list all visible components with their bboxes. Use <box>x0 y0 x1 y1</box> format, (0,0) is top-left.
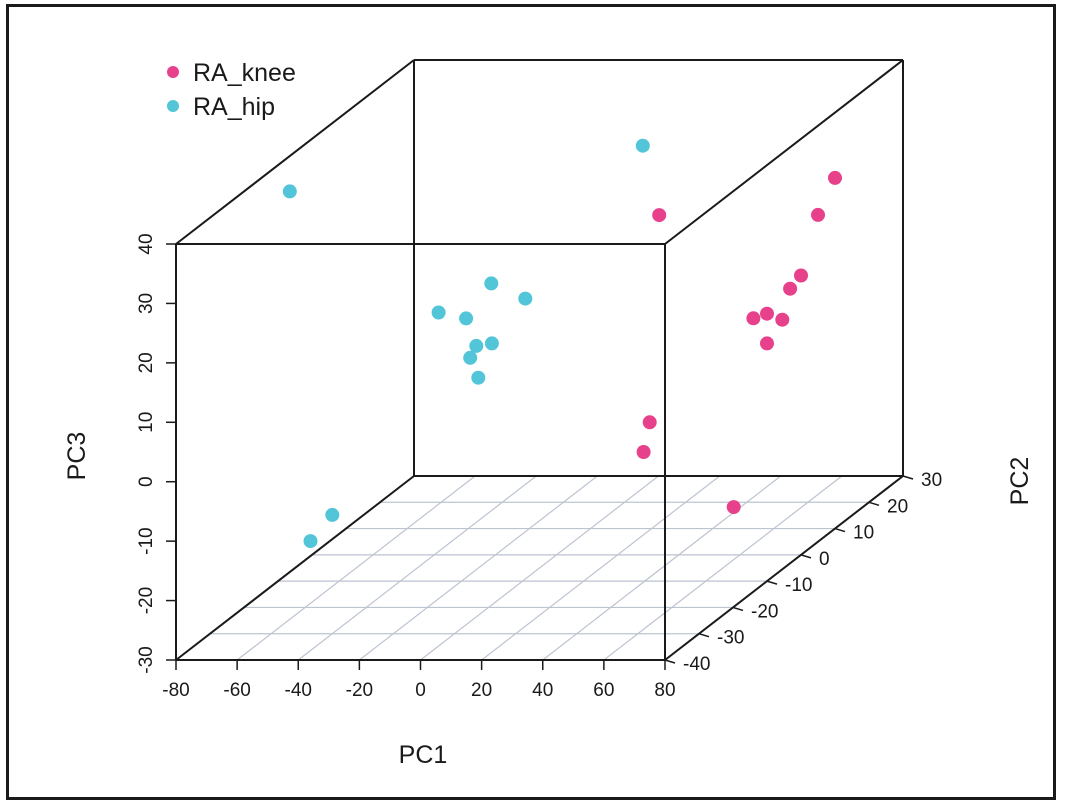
z-tick-label: 40 <box>136 233 157 254</box>
data-point-ra-knee <box>760 336 774 351</box>
floor-gridline-x <box>420 475 659 661</box>
data-point-ra-hip <box>303 534 318 549</box>
data-point-ra-hip <box>484 336 499 351</box>
legend-marker-ra-hip <box>167 100 179 112</box>
data-point-ra-hip <box>282 184 297 199</box>
box-edge <box>175 59 415 245</box>
legend-label-ra-knee: RA_knee <box>193 59 296 87</box>
y-tick-label: -20 <box>751 601 778 622</box>
y-tick-label: 0 <box>819 549 830 570</box>
data-point-ra-knee <box>828 170 842 185</box>
data-point-ra-hip <box>459 311 474 326</box>
y-tick-label: 20 <box>887 496 908 517</box>
floor-grid <box>210 475 869 661</box>
legend: RA_knee RA_hip <box>167 59 296 121</box>
y-tick-label: -40 <box>683 654 710 675</box>
y-tick-label: 30 <box>921 470 942 491</box>
floor-gridline-x <box>542 475 782 661</box>
data-point-ra-hip <box>463 350 478 365</box>
floor-gridline-x <box>236 475 476 661</box>
z-tick-label: -20 <box>136 587 157 614</box>
data-point-ra-knee <box>652 208 667 223</box>
data-point-ra-knee <box>636 445 651 459</box>
box-edge <box>664 475 904 661</box>
data-point-ra-hip <box>484 276 499 291</box>
y-tick-mark <box>664 659 676 664</box>
legend-marker-ra-knee <box>167 66 179 78</box>
z-tick-label: -10 <box>136 527 157 554</box>
y-tick-label: -30 <box>717 628 744 649</box>
chart-frame: -80 -60 -40 -20 0 20 40 60 80 -30 -20 -10 0 10 20 30 40 -… <box>6 4 1056 800</box>
data-point-ra-hip <box>471 370 486 385</box>
floor-gridline-x <box>297 475 537 661</box>
y-tick-mark <box>834 527 846 533</box>
legend-label-ra-hip: RA_hip <box>193 93 275 121</box>
x-axis-label: PC1 <box>399 741 448 769</box>
data-points <box>282 138 842 549</box>
data-point-ra-hip <box>325 507 340 522</box>
y-axis-label: PC2 <box>1006 457 1034 506</box>
x-tick-label: -60 <box>223 680 250 701</box>
data-point-ra-knee <box>775 312 790 327</box>
x-tick-label: -80 <box>162 680 189 701</box>
x-tick-label: 20 <box>471 680 492 701</box>
box-edges <box>175 59 904 661</box>
x-tick-label: 60 <box>593 680 614 701</box>
z-tick-label: 0 <box>136 476 157 487</box>
y-tick-label: 10 <box>853 523 874 544</box>
box-edge <box>175 475 415 661</box>
x-tick-label: -20 <box>346 680 373 701</box>
z-tick-label: 10 <box>136 412 157 433</box>
data-point-ra-knee <box>794 268 808 283</box>
data-point-ra-knee <box>746 311 761 326</box>
data-point-ra-knee <box>726 500 741 515</box>
data-point-ra-knee <box>783 281 798 296</box>
data-point-ra-hip <box>469 338 484 353</box>
axis-ticks: -80 -60 -40 -20 0 20 40 60 80 -30 -20 -10 0 10 20 30 40 -… <box>136 233 942 701</box>
y-tick-mark <box>732 606 744 612</box>
data-point-ra-knee <box>811 207 825 222</box>
data-point-ra-hip <box>518 291 533 306</box>
z-axis-label: PC3 <box>63 432 91 481</box>
floor-gridline-x <box>359 475 598 661</box>
y-tick-mark <box>766 580 778 585</box>
floor-gridline-x <box>603 475 843 661</box>
z-tick-label: 20 <box>136 352 157 373</box>
pca-3d-scatter-plot: -80 -60 -40 -20 0 20 40 60 80 -30 -20 -10 0 10 20 30 40 -… <box>63 59 1034 769</box>
y-tick-label: -10 <box>785 575 812 596</box>
data-point-ra-knee <box>760 306 774 321</box>
data-point-ra-hip <box>635 138 650 153</box>
data-point-ra-hip <box>431 305 446 320</box>
x-tick-label: 40 <box>532 680 553 701</box>
y-tick-mark <box>698 632 710 638</box>
x-tick-label: 0 <box>415 680 426 701</box>
floor-gridline-x <box>481 475 720 661</box>
x-tick-label: -40 <box>285 680 312 701</box>
y-tick-mark <box>868 501 880 507</box>
y-tick-mark <box>800 554 812 559</box>
z-tick-label: -30 <box>136 646 157 673</box>
data-point-ra-knee <box>642 415 657 430</box>
y-tick-mark <box>902 475 914 480</box>
x-tick-label: 80 <box>654 680 675 701</box>
z-tick-label: 30 <box>136 293 157 314</box>
box-edge <box>664 59 904 245</box>
